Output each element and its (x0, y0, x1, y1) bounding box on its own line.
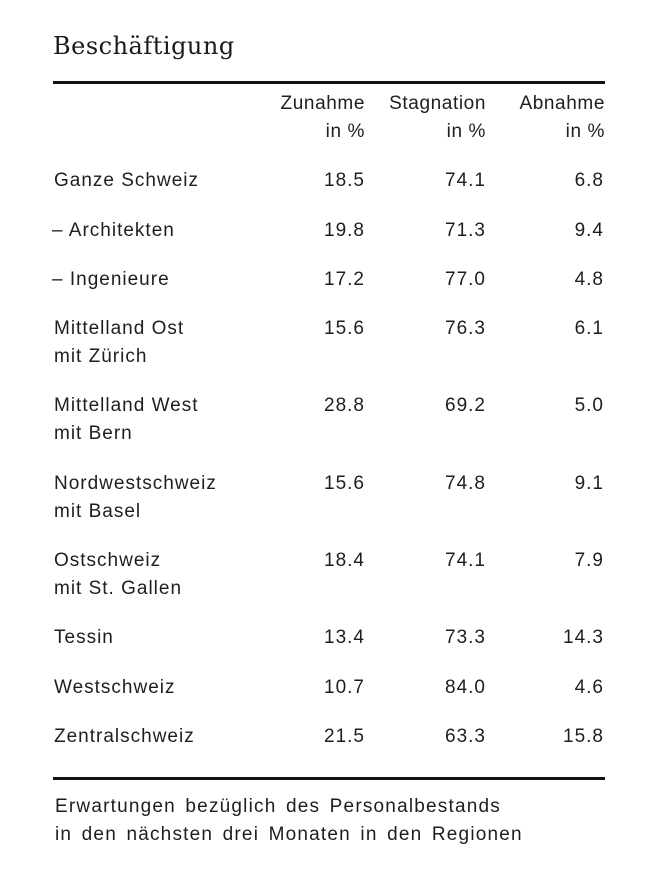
zunahme-value: 19.8 (324, 220, 365, 241)
zunahme-value: 15.6 (324, 473, 365, 494)
stagnation-value: 77.0 (445, 269, 486, 290)
column-header-stagnation: Stagnation in % (366, 90, 486, 146)
row-label: Mittelland Ost mit Zürich (54, 318, 185, 367)
stagnation-value: 69.2 (445, 395, 486, 416)
row-label: Tessin (54, 627, 114, 648)
column-header-line2: in % (325, 121, 365, 142)
column-header-abnahme: Abnahme in % (490, 90, 605, 146)
abnahme-value: 6.8 (574, 170, 604, 191)
zunahme-value: 18.5 (324, 170, 365, 191)
abnahme-value: 14.3 (563, 627, 604, 648)
abnahme-value: 4.6 (574, 677, 604, 698)
table-title: Beschäftigung (53, 32, 235, 60)
abnahme-value: 5.0 (574, 395, 604, 416)
zunahme-value: 18.4 (324, 550, 365, 571)
abnahme-value: 15.8 (563, 726, 604, 747)
column-header-line2: in % (565, 121, 605, 142)
stagnation-value: 74.8 (445, 473, 486, 494)
row-label: Zentralschweiz (54, 726, 195, 747)
column-header-line2: in % (446, 121, 486, 142)
stagnation-value: 84.0 (445, 677, 486, 698)
row-label: Ganze Schweiz (54, 170, 200, 191)
abnahme-value: 7.9 (574, 550, 604, 571)
row-label: Nordwestschweiz mit Basel (54, 473, 217, 522)
stagnation-value: 63.3 (445, 726, 486, 747)
caption-line1: Erwartungen bezüglich des Personalbestan… (55, 796, 501, 817)
stagnation-value: 76.3 (445, 318, 486, 339)
column-header-line1: Abnahme (519, 93, 605, 114)
column-header-line1: Stagnation (389, 93, 486, 114)
caption-line2: in den nächsten drei Monaten in den Regi… (55, 824, 523, 845)
zunahme-value: 10.7 (324, 677, 365, 698)
bottom-rule (53, 777, 605, 780)
table-caption: Erwartungen bezüglich des Personalbestan… (55, 793, 523, 849)
top-rule (53, 81, 605, 84)
row-label: – Architekten (52, 220, 175, 241)
zunahme-value: 13.4 (324, 627, 365, 648)
stagnation-value: 73.3 (445, 627, 486, 648)
zunahme-value: 28.8 (324, 395, 365, 416)
column-header-zunahme: Zunahme in % (240, 90, 365, 146)
row-label: Ostschweiz mit St. Gallen (54, 550, 183, 599)
abnahme-value: 9.4 (574, 220, 604, 241)
stagnation-value: 74.1 (445, 550, 486, 571)
zunahme-value: 21.5 (324, 726, 365, 747)
row-label: Westschweiz (54, 677, 176, 698)
row-label: – Ingenieure (52, 269, 170, 290)
column-header-line1: Zunahme (280, 93, 365, 114)
abnahme-value: 9.1 (574, 473, 604, 494)
zunahme-value: 17.2 (324, 269, 365, 290)
stagnation-value: 71.3 (445, 220, 486, 241)
row-label: Mittelland West mit Bern (54, 395, 199, 444)
abnahme-value: 6.1 (574, 318, 604, 339)
abnahme-value: 4.8 (574, 269, 604, 290)
stagnation-value: 74.1 (445, 170, 486, 191)
zunahme-value: 15.6 (324, 318, 365, 339)
